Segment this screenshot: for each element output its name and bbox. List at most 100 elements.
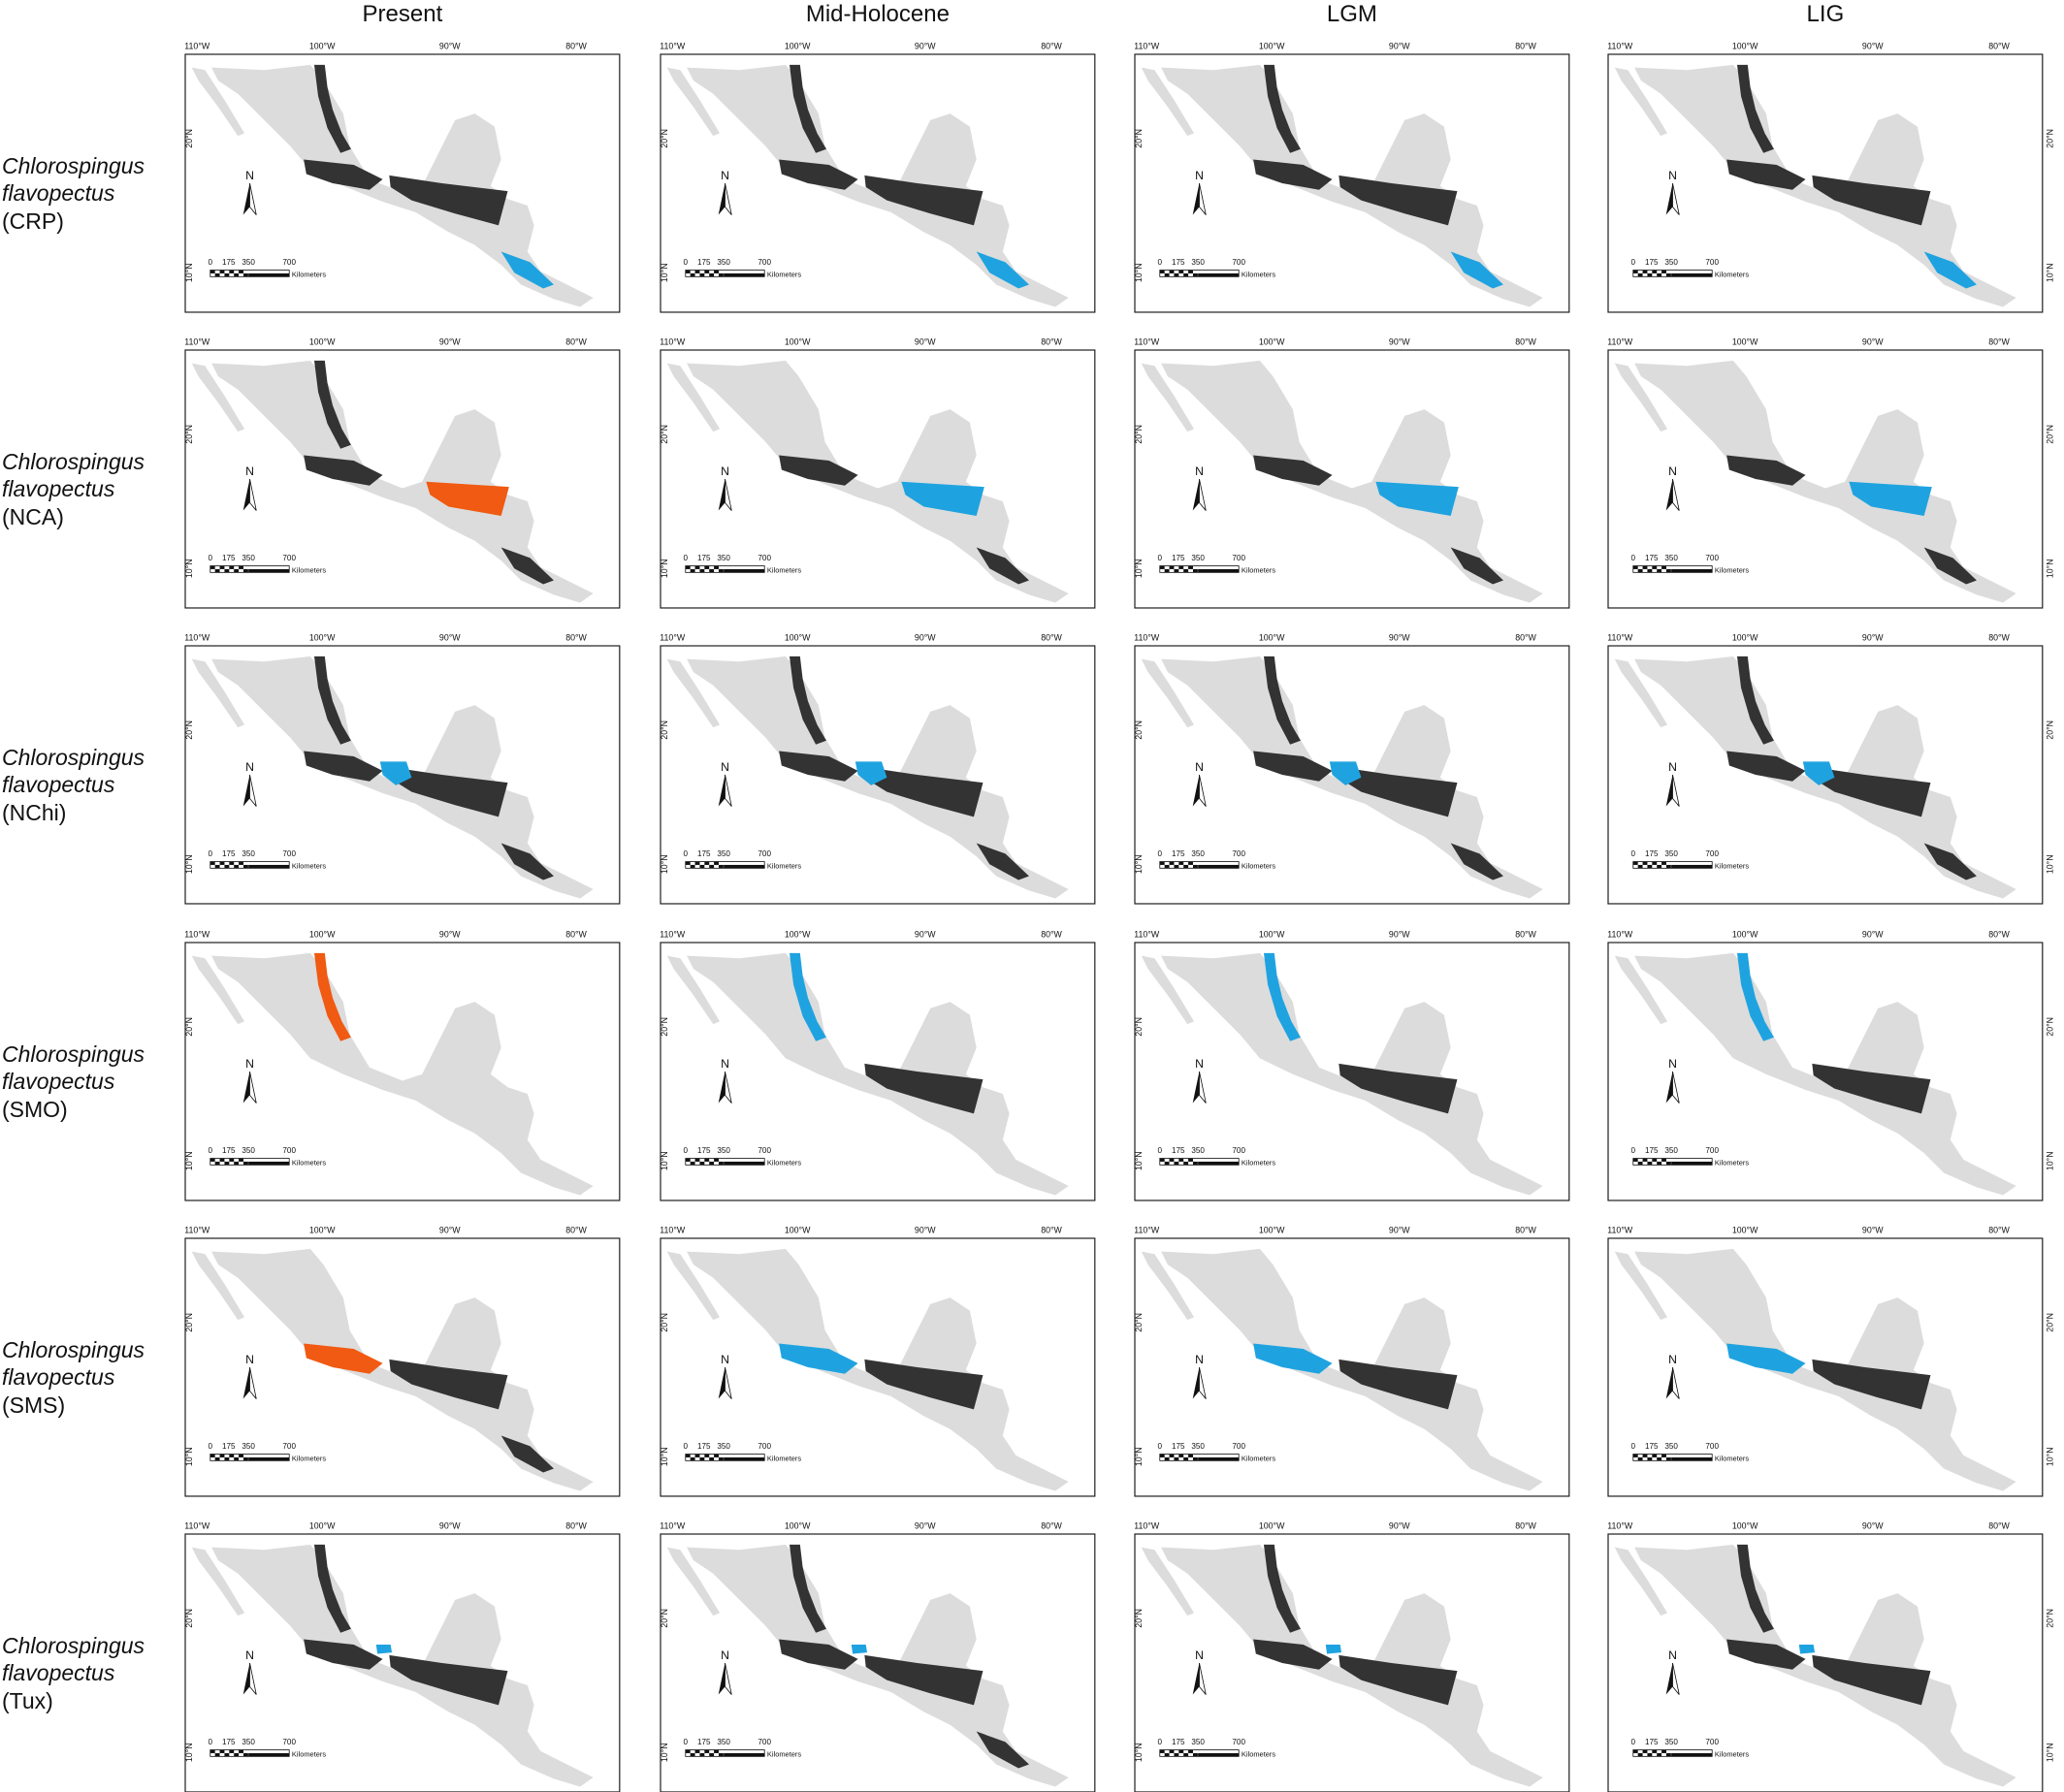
scale-segment [248, 1161, 290, 1166]
scale-segment [704, 565, 710, 569]
range-area [976, 547, 1029, 585]
scale-segment [219, 270, 225, 273]
scale-segment [1642, 565, 1648, 569]
north-arrow [725, 1662, 732, 1695]
longitude-label: 80°W [1041, 1226, 1062, 1235]
scale-segment [224, 1456, 230, 1461]
scale-segment [1174, 864, 1179, 869]
latitude-label: 10°N [1134, 854, 1144, 874]
scale-label: 350 [1664, 849, 1678, 858]
scale-segment [1671, 1752, 1713, 1757]
longitude-label: 100°W [1732, 1521, 1758, 1531]
latitude-label: 10°N [1134, 1151, 1144, 1170]
scale-label: 350 [1191, 554, 1205, 562]
scale-segment [210, 565, 215, 569]
scale-label: 175 [697, 258, 711, 267]
scale-segment [690, 1161, 695, 1166]
north-label: N [245, 760, 254, 774]
longitude-label: 100°W [1259, 1226, 1285, 1235]
latitude-label: 20°N [2046, 720, 2055, 740]
scale-segment [704, 1749, 710, 1753]
scale-segment [709, 272, 715, 277]
north-arrow [249, 774, 257, 807]
north-label: N [721, 1353, 729, 1366]
scale-segment [685, 861, 691, 865]
scale-segment [1671, 272, 1713, 277]
scale-segment [219, 1158, 225, 1162]
latitude-label: 20°N [2046, 425, 2055, 444]
scale-segment [1183, 1161, 1189, 1166]
range-area [779, 1639, 858, 1670]
scale-label: 700 [282, 1146, 296, 1155]
scale-segment [1192, 568, 1198, 573]
column-title: Present [363, 1, 443, 27]
scale-label: 700 [1232, 554, 1245, 562]
scale-segment [1661, 861, 1666, 865]
scale-segment [1178, 270, 1184, 273]
map-panel: 110°W 100°W 90°W 80°W 20°N 10°N N 0 175 350 700 Kil… [660, 1226, 1096, 1497]
map-panel: 110°W 100°W 90°W 80°W 20°N 10°N N 0 175 350 700 Kil… [1134, 1521, 1570, 1792]
latitude-label: 20°N [184, 1017, 194, 1037]
longitude-label: 90°W [915, 930, 936, 940]
range-area [1450, 547, 1503, 585]
north-arrow [1672, 182, 1680, 215]
scale-segment [1637, 1161, 1643, 1166]
scale-segment [1198, 272, 1240, 277]
scale-segment [1642, 270, 1648, 273]
north-label: N [1668, 1353, 1677, 1366]
land [666, 64, 1069, 307]
longitude-label: 80°W [565, 930, 587, 940]
longitude-label: 80°W [1041, 337, 1062, 347]
range-area [1923, 251, 1977, 289]
scale-segment [1183, 1456, 1189, 1461]
map-panel: 110°W 100°W 90°W 80°W 20°N 10°N N 0 175 350 700 Kil… [660, 1521, 1096, 1792]
scale-segment [1642, 1158, 1648, 1162]
latitude-label: 20°N [660, 1017, 669, 1037]
scale-label: 350 [1191, 258, 1205, 267]
north-label: N [1195, 1353, 1204, 1366]
range-area [1253, 159, 1333, 190]
scale-label: 0 [1158, 1146, 1163, 1155]
scale-segment [690, 1752, 695, 1757]
scale-label: 350 [242, 1738, 255, 1746]
scale-segment [1652, 270, 1658, 273]
range-area [313, 360, 351, 449]
north-arrow [1199, 774, 1207, 807]
longitude-label: 100°W [1259, 633, 1285, 643]
longitude-label: 100°W [1732, 1226, 1758, 1235]
range-area [976, 251, 1029, 289]
scale-segment [724, 272, 765, 277]
scale-segment [1169, 270, 1175, 273]
range-area [1329, 761, 1362, 785]
scale-label: 350 [242, 1146, 255, 1155]
longitude-label: 110°W [184, 42, 210, 51]
column-title: LGM [1327, 1, 1377, 27]
north-arrow [1665, 774, 1673, 807]
scale-segment [690, 1456, 695, 1461]
longitude-label: 100°W [1259, 42, 1285, 51]
latitude-label: 10°N [2046, 854, 2055, 874]
range-area [1812, 175, 1931, 226]
scale-label: 0 [684, 1738, 689, 1746]
longitude-label: 110°W [660, 42, 686, 51]
scale-segment [1174, 1752, 1179, 1757]
scale-segment [1198, 1752, 1240, 1757]
longitude-label: 110°W [1134, 337, 1160, 347]
scale-segment [699, 864, 705, 869]
scale-segment [1632, 565, 1638, 569]
longitude-label: 110°W [184, 930, 210, 940]
longitude-label: 80°W [1988, 930, 2010, 940]
longitude-label: 90°W [1862, 633, 1884, 643]
range-area [1263, 64, 1301, 153]
latitude-label: 20°N [184, 1313, 194, 1332]
scale-unit: Kilometers [767, 565, 801, 574]
scale-label: 175 [222, 849, 236, 858]
latitude-label: 20°N [1134, 129, 1144, 148]
latitude-label: 10°N [660, 1151, 669, 1170]
latitude-label: 10°N [2046, 1151, 2055, 1170]
north-arrow [242, 1662, 250, 1695]
north-arrow [1199, 1366, 1207, 1399]
land [191, 64, 594, 307]
scale-segment [724, 1161, 765, 1166]
scale-unit: Kilometers [1242, 1749, 1275, 1758]
